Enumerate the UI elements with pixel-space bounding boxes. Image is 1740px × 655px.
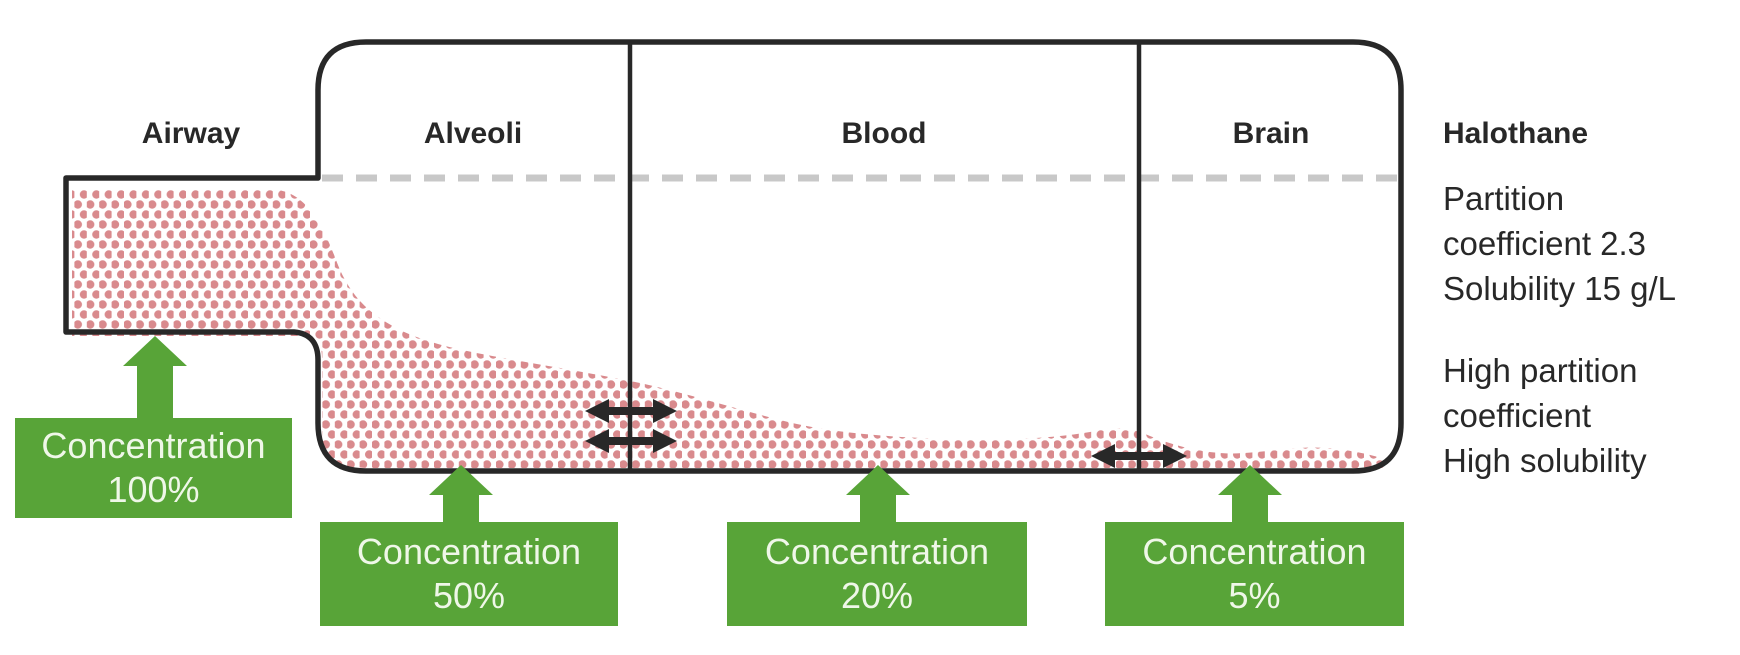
brain-concentration-arrow-icon (1218, 465, 1282, 523)
chamber-outline (63, 39, 1404, 474)
concentration-label: Concentration (764, 531, 990, 572)
concentration-box-airway: Concentration 100% (15, 418, 292, 518)
blood-concentration-arrow-icon (846, 465, 910, 523)
agent-property: Solubility 15 g/L (1443, 270, 1676, 307)
compartment-label-brain: Brain (1232, 117, 1310, 150)
gas-particles-region (72, 190, 1385, 468)
blood-brain-exchange-arrow-icon (1091, 444, 1187, 468)
agent-name-title: Halothane (1443, 117, 1589, 150)
concentration-value: 50% (432, 575, 506, 616)
concentration-label: Concentration (356, 531, 582, 572)
agent-note: High solubility (1443, 442, 1647, 479)
concentration-value: 5% (1228, 575, 1281, 616)
concentration-label: Concentration (1142, 531, 1367, 572)
concentration-box-brain: Concentration 5% (1105, 522, 1404, 626)
airway-concentration-arrow-icon (123, 336, 187, 419)
concentration-box-blood: Concentration 20% (727, 522, 1027, 626)
compartment-label-alveoli: Alveoli (423, 117, 523, 150)
compartment-label-airway: Airway (141, 117, 241, 150)
concentration-label: Concentration (41, 425, 266, 466)
concentration-value: 20% (840, 575, 914, 616)
alveoli-blood-exchange-arrow-icon (585, 429, 677, 453)
compartment-label-blood: Blood (841, 117, 927, 150)
agent-property: Partition coefficient 2.3 (1443, 180, 1647, 262)
agent-properties: Partition coefficient 2.3 Solubility 15 … (1443, 176, 1721, 311)
alveoli-concentration-arrow-icon (429, 465, 493, 523)
agent-notes: High partition coefficient High solubili… (1443, 348, 1721, 483)
concentration-value: 100% (107, 469, 200, 510)
alveoli-blood-exchange-arrow-icon (585, 399, 677, 423)
concentration-box-alveoli: Concentration 50% (320, 522, 618, 626)
agent-note: High partition coefficient (1443, 352, 1638, 434)
